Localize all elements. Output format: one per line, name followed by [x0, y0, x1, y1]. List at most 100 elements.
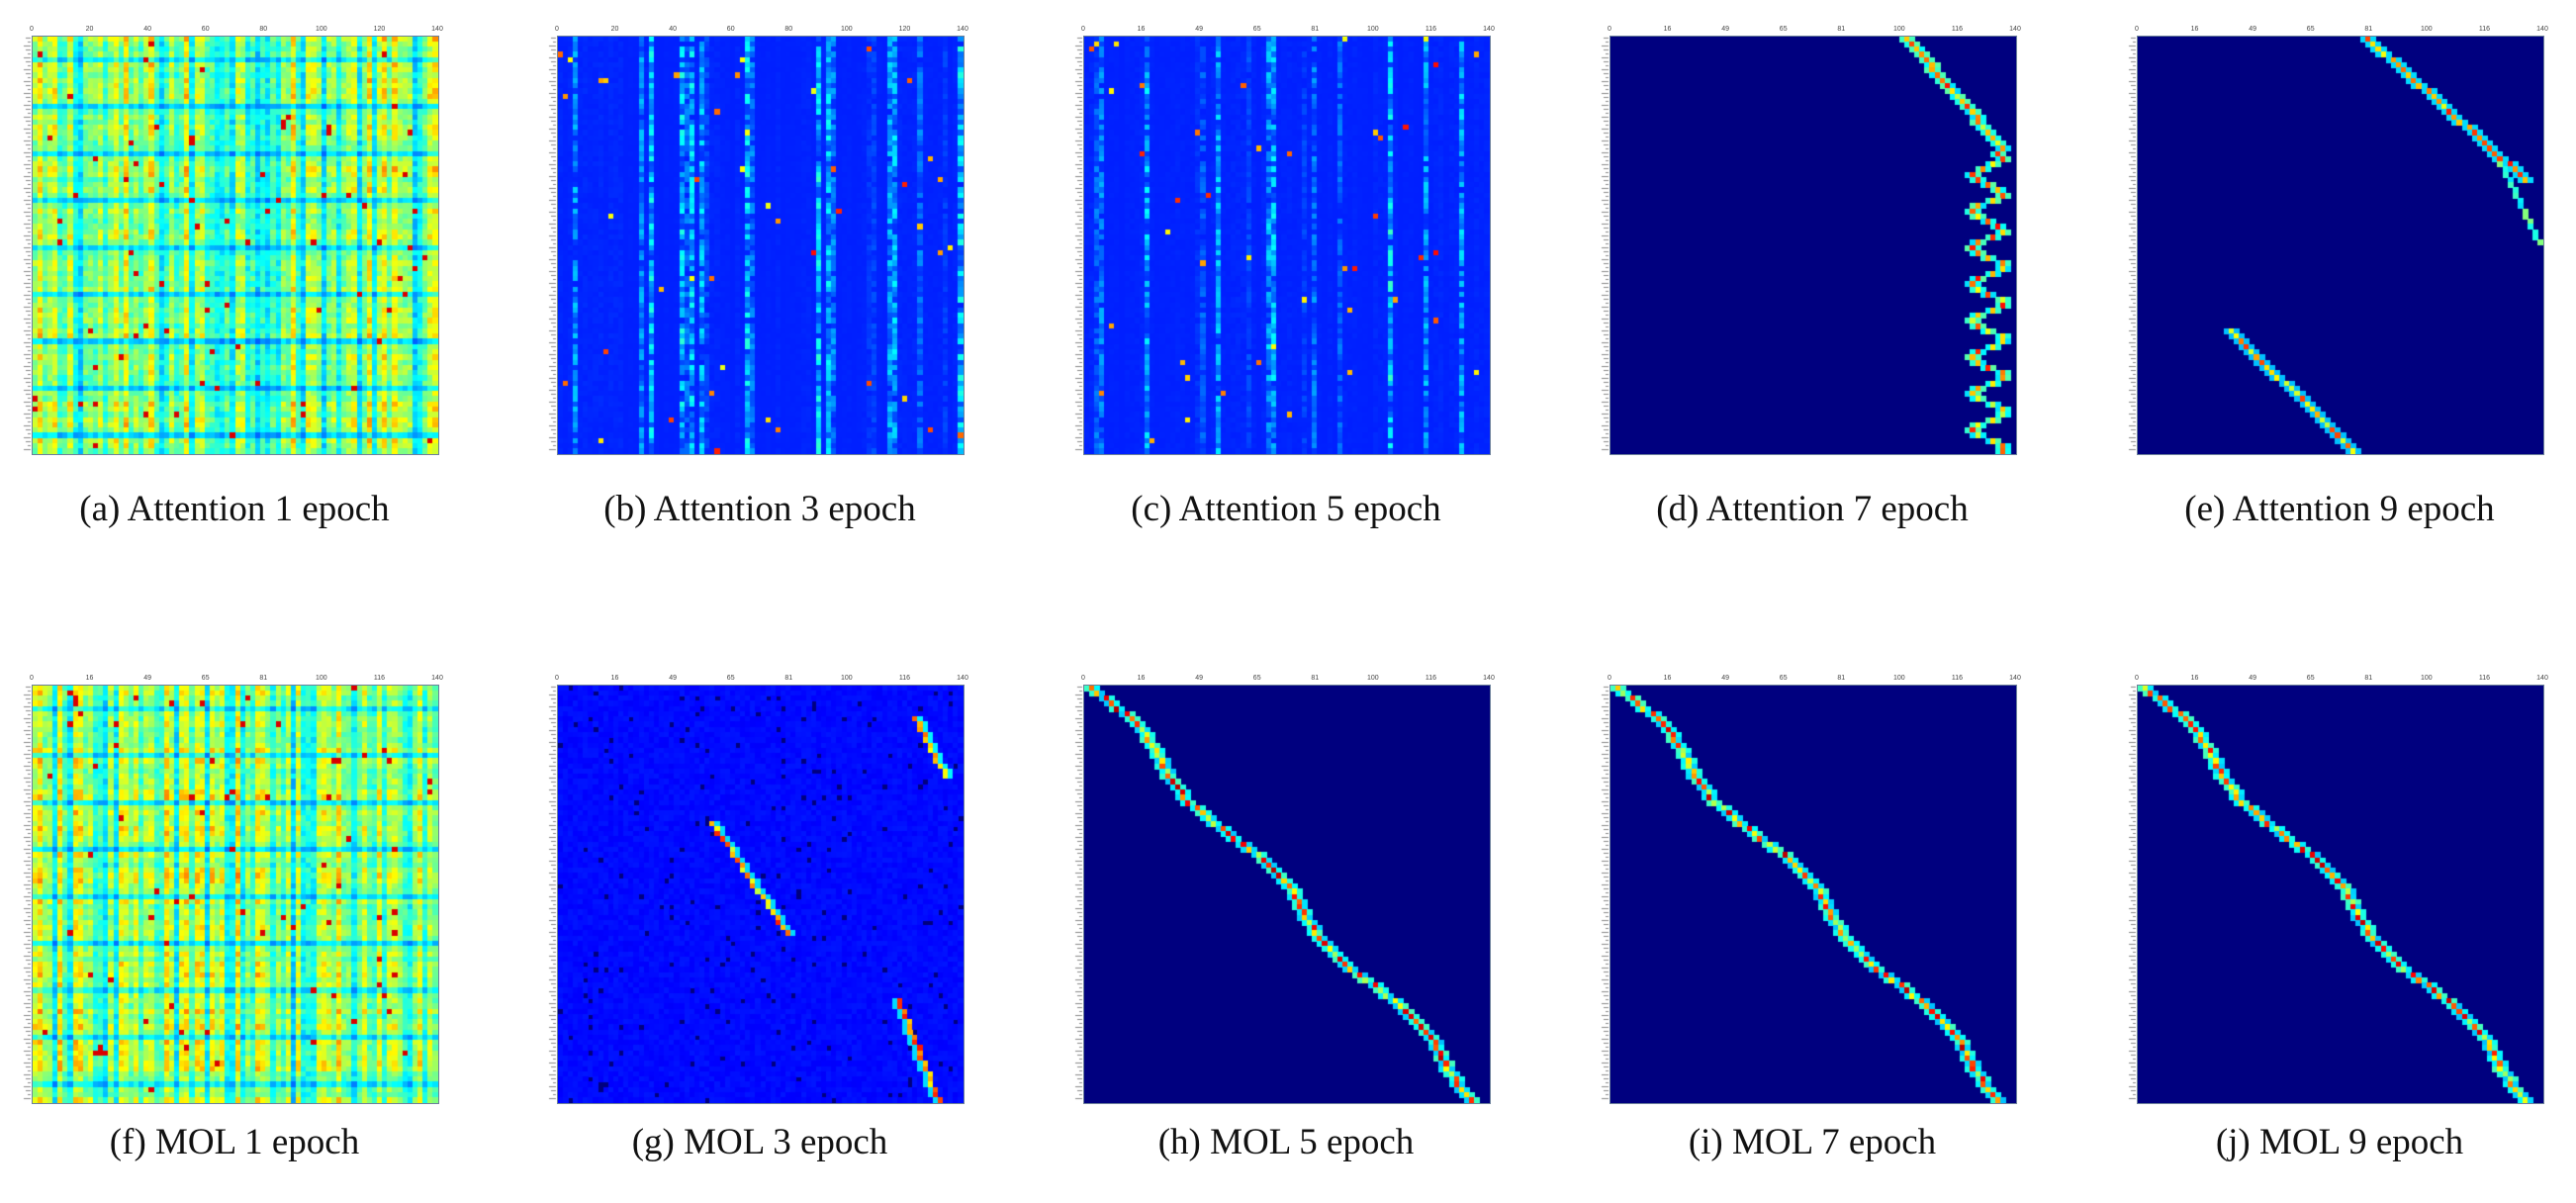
x-tick-label: 16: [1137, 26, 1146, 33]
x-tick-label: 140: [2009, 675, 2021, 682]
x-tick-label: 140: [1483, 675, 1495, 682]
x-tick-label: 49: [1721, 26, 1730, 33]
subfigure-caption: (e) Attention 9 epoch: [2184, 489, 2495, 529]
heatmap-panel-c: 0 16 49 65 81 100 116 140: [1069, 24, 1509, 455]
heatmap-panel-j: 0 16 49 65 81 100 116 140: [2123, 673, 2562, 1104]
x-tick-label: 140: [431, 675, 443, 682]
heatmap-diagonal: [2137, 685, 2544, 1104]
x-tick-label: 80: [259, 26, 268, 33]
x-tick-label: 140: [431, 26, 443, 33]
x-tick-label: 140: [1483, 26, 1495, 33]
x-tick-label: 100: [841, 675, 853, 682]
heatmap-panel-h: 0 16 49 65 81 100 116 140: [1069, 673, 1509, 1104]
x-tick-label: 49: [2249, 675, 2257, 682]
x-tick-label: 65: [726, 675, 735, 682]
heatmap-panel-i: 0 16 49 65 81 100 116 140: [1596, 673, 2035, 1104]
x-tick-label: 140: [957, 26, 968, 33]
x-tick-label: 16: [1137, 675, 1146, 682]
x-tick-label: 116: [1951, 26, 1964, 33]
x-tick-label: 49: [143, 675, 152, 682]
x-tick-label: 116: [2478, 675, 2491, 682]
x-tick-labels: 0 20 40 60 80 100 120 140: [30, 24, 443, 36]
x-tick-label: 65: [1779, 675, 1788, 682]
x-tick-label: 16: [1663, 675, 1672, 682]
x-tick-label: 116: [1951, 675, 1964, 682]
x-tick-label: 65: [1252, 26, 1261, 33]
x-tick-label: 0: [555, 675, 559, 682]
x-tick-label: 140: [2536, 675, 2548, 682]
x-tick-label: 116: [1425, 26, 1437, 33]
x-tick-label: 60: [726, 26, 735, 33]
heatmap-panel-g: 0 16 49 65 81 100 116 140: [543, 673, 982, 1104]
x-tick-label: 100: [316, 26, 327, 33]
x-tick-label: 65: [2306, 26, 2315, 33]
x-tick-label: 100: [316, 675, 327, 682]
x-tick-label: 65: [2306, 675, 2315, 682]
x-tick-label: 116: [2478, 26, 2491, 33]
x-tick-label: 49: [1195, 675, 1204, 682]
heatmap-panel-a: 0 20 40 60 80 100 120 140: [18, 24, 457, 455]
x-tick-label: 20: [610, 26, 619, 33]
x-tick-label: 81: [2364, 26, 2373, 33]
heatmap-panel-b: 0 20 40 60 80 100 120 140: [543, 24, 982, 455]
x-tick-label: 120: [898, 26, 911, 33]
y-tick-labels: [2123, 36, 2137, 453]
x-tick-label: 65: [1779, 26, 1788, 33]
x-tick-label: 120: [373, 26, 386, 33]
x-tick-label: 100: [1367, 26, 1379, 33]
subfigure-caption: (i) MOL 7 epoch: [1688, 1122, 1937, 1162]
x-tick-label: 60: [201, 26, 210, 33]
y-tick-labels: [543, 685, 557, 1102]
x-tick-label: 16: [85, 675, 94, 682]
x-tick-labels: 0 16 49 65 81 100 116 140: [2135, 673, 2548, 685]
x-tick-label: 140: [2536, 26, 2548, 33]
subfigure-caption: (a) Attention 1 epoch: [79, 489, 390, 529]
x-tick-label: 16: [1663, 26, 1672, 33]
heatmap-panel-d: 0 16 49 65 81 100 116 140: [1596, 24, 2035, 455]
y-tick-labels: [543, 36, 557, 453]
x-tick-label: 81: [1311, 26, 1320, 33]
heatmap-diagonal: [1083, 685, 1491, 1104]
x-tick-labels: 0 16 49 65 81 100 116 140: [2135, 24, 2548, 36]
x-tick-label: 40: [669, 26, 678, 33]
x-tick-label: 0: [2135, 675, 2139, 682]
heatmap-diagonal: [1610, 685, 2017, 1104]
x-tick-labels: 0 16 49 65 81 100 116 140: [1608, 673, 2021, 685]
x-tick-label: 140: [2009, 26, 2021, 33]
y-tick-labels: [18, 685, 32, 1102]
x-tick-label: 100: [2421, 675, 2433, 682]
subfigure-caption: (d) Attention 7 epoch: [1656, 489, 1969, 529]
x-tick-label: 65: [1252, 675, 1261, 682]
y-tick-labels: [1596, 36, 1610, 453]
x-tick-label: 0: [555, 26, 559, 33]
x-tick-label: 100: [1367, 675, 1379, 682]
x-tick-label: 16: [610, 675, 619, 682]
x-tick-labels: 0 16 49 65 81 100 116 140: [30, 673, 443, 685]
x-tick-labels: 0 20 40 60 80 100 120 140: [555, 24, 968, 36]
x-tick-label: 49: [1721, 675, 1730, 682]
x-tick-label: 81: [784, 675, 793, 682]
x-tick-label: 100: [2421, 26, 2433, 33]
heatmap-vertical-stripes: [32, 685, 439, 1104]
y-tick-labels: [18, 36, 32, 453]
x-tick-labels: 0 16 49 65 81 100 116 140: [1081, 673, 1495, 685]
y-tick-labels: [2123, 685, 2137, 1102]
heatmap-panel-e: 0 16 49 65 81 100 116 140: [2123, 24, 2562, 455]
subfigure-caption: (c) Attention 5 epoch: [1131, 489, 1441, 529]
x-tick-labels: 0 16 49 65 81 100 116 140: [1608, 24, 2021, 36]
x-tick-label: 116: [898, 675, 911, 682]
subfigure-caption: (b) Attention 3 epoch: [603, 489, 916, 529]
subfigure-caption: (h) MOL 5 epoch: [1157, 1122, 1415, 1162]
heatmap-panel-f: 0 16 49 65 81 100 116 140: [18, 673, 457, 1104]
heatmap-sparse-vertical: [1083, 36, 1491, 455]
heatmap-broken-diagonal: [2137, 36, 2544, 455]
x-tick-label: 0: [1081, 675, 1085, 682]
x-tick-label: 81: [2364, 675, 2373, 682]
heatmap-partial-diagonal: [557, 685, 965, 1104]
x-tick-label: 116: [373, 675, 386, 682]
x-tick-label: 49: [2249, 26, 2257, 33]
x-tick-label: 49: [669, 675, 678, 682]
y-tick-labels: [1596, 685, 1610, 1102]
x-tick-label: 81: [1311, 675, 1320, 682]
